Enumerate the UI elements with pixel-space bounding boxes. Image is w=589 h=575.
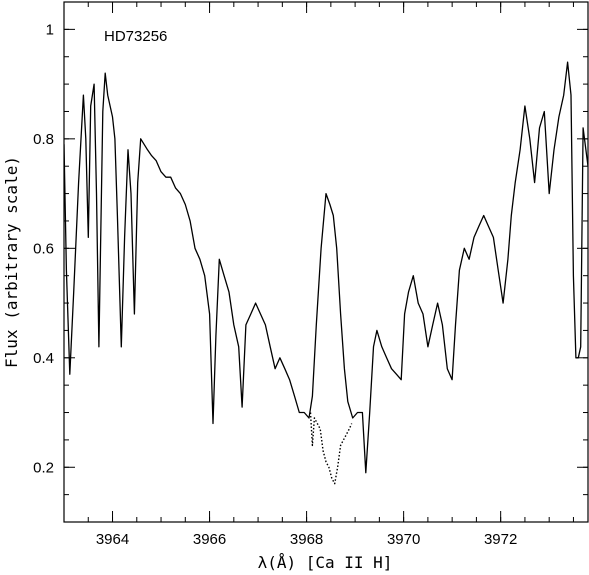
y-tick-label: 0.6 [33, 240, 54, 257]
x-tick-label: 3964 [96, 531, 129, 548]
y-tick-label: 1 [46, 21, 54, 38]
y-axis-label: Flux (arbitrary scale) [2, 156, 21, 368]
x-tick-label: 3970 [387, 531, 420, 548]
x-tick-label: 3966 [193, 531, 226, 548]
plot-frame [63, 1, 589, 523]
y-tick-label: 0.4 [33, 350, 54, 367]
y-tick-label: 0.8 [33, 131, 54, 148]
series-line-spectrum [64, 61, 588, 474]
series-line-dotted [309, 412, 353, 485]
x-tick-label: 3972 [484, 531, 517, 548]
x-axis-label: λ(Å) [Ca II H] [258, 553, 393, 572]
y-tick-label: 0.2 [33, 459, 54, 476]
star-name-annotation: HD73256 [104, 28, 167, 45]
plot-area: 3964 3966 3968 3970 3972 0.2 0.4 0.6 0.8 1 [33, 1, 589, 548]
x-tick-label: 3968 [290, 531, 323, 548]
